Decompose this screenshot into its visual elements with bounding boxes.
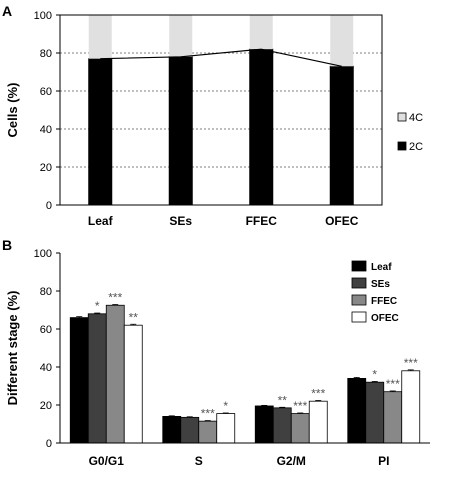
panel-a-xtick-label: OFEC: [325, 214, 359, 228]
panel-b-ytick-label: 100: [34, 248, 52, 260]
panel-b-bar-SEs: [180, 416, 200, 444]
panel-b-bar-OFEC: [401, 370, 421, 444]
panel-b-ytick-label: 0: [46, 438, 52, 450]
panel-b-xtick-label: G2/M: [277, 454, 306, 468]
panel-b-legend-label: OFEC: [371, 313, 399, 324]
panel-b-xtick-label: PI: [378, 454, 389, 468]
panel-a-bar-4C: [249, 15, 273, 50]
panel-b-significance: ***: [293, 399, 307, 413]
panel-b-bar-OFEC: [308, 400, 328, 444]
panel-b-ytick-label: 60: [40, 324, 52, 336]
panel-b-label: B: [2, 237, 12, 253]
panel-b-bar-Leaf: [162, 415, 182, 444]
panel-a-bar-2C: [168, 56, 193, 206]
panel-b-xtick-label: G0/G1: [89, 454, 125, 468]
panel-a-ytick-label: 80: [40, 48, 52, 60]
panel-b-legend-swatch: [351, 311, 367, 323]
panel-b-significance: *: [372, 367, 377, 381]
panel-b-bar-Leaf: [69, 317, 89, 444]
panel-a-bar-2C: [249, 48, 274, 206]
panel-b-legend-label: FFEC: [371, 296, 397, 307]
panel-a-connect-line: [100, 48, 342, 67]
panel-a-bar-4C: [169, 15, 193, 57]
panel-a-ytick-label: 20: [40, 162, 52, 174]
panel-b-bar-Leaf: [347, 377, 367, 444]
panel-a-ylabel: Cells (%): [5, 83, 20, 138]
panel-a-axes-frame: [59, 14, 383, 206]
panel-a-legend-label: 2C: [409, 141, 423, 153]
panel-b-significance: ***: [311, 386, 325, 400]
panel-b-significance: **: [278, 393, 288, 407]
panel-b-significance: ***: [201, 407, 215, 421]
panel-a-ytick-label: 60: [40, 86, 52, 98]
panel-a-legend-label: 4C: [409, 112, 423, 124]
panel-b-xtick-label: S: [195, 454, 203, 468]
panel-b-ytick-label: 20: [40, 400, 52, 412]
panel-b-bar-OFEC: [123, 324, 143, 444]
panel-b-legend-swatch: [351, 260, 367, 272]
panel-a-xtick-label: Leaf: [88, 214, 114, 228]
panel-a-label: A: [2, 3, 12, 19]
panel-b: B******G0/G1****S** ******G2/M*******PI02…: [2, 237, 430, 468]
panel-a-bar-4C: [330, 15, 354, 67]
panel-b-bar-SEs: [365, 381, 385, 444]
panel-b-bar-FFEC: [383, 391, 403, 444]
panel-b-ylabel: Different stage (%): [5, 291, 20, 406]
panel-b-bar-FFEC: [290, 413, 310, 444]
panel-a-ytick-label: 0: [46, 200, 52, 212]
panel-a-xtick-label: SEs: [169, 214, 192, 228]
panel-b-significance: ***: [386, 377, 400, 391]
panel-a: A Leaf SEs FFEC OFEC 0 20 40 60 80 100 Cells (%) 4C 2…: [2, 3, 423, 228]
panel-b-significance: *: [223, 399, 228, 413]
panel-b-legend-swatch: [351, 294, 367, 306]
panel-a-bar-4C: [88, 15, 112, 59]
panel-b-legend-label: Leaf: [371, 262, 392, 273]
panel-b-significance: **: [129, 310, 139, 324]
panel-b-ytick-label: 80: [40, 286, 52, 298]
panel-a-xtick-label: FFEC: [246, 214, 278, 228]
panel-b-bar-SEs: [87, 313, 107, 444]
panel-b-bar-SEs: [272, 407, 292, 444]
panel-b-legend-swatch: [351, 277, 367, 289]
panel-b-ytick-label: 40: [40, 362, 52, 374]
panel-b-bar-Leaf: [254, 405, 274, 444]
panel-a-legend-swatch: [397, 112, 407, 122]
panel-b-bar-FFEC: [105, 304, 125, 444]
panel-a-bar-2C: [329, 65, 354, 206]
panel-b-significance: ***: [108, 290, 122, 304]
panel-b-bar-FFEC: [198, 420, 218, 444]
panel-a-legend-swatch: [397, 141, 407, 151]
panel-b-significance: ***: [404, 356, 418, 370]
panel-a-bar-2C: [88, 58, 113, 206]
panel-a-ytick-label: 100: [34, 10, 52, 22]
panel-b-significance: *: [95, 299, 100, 313]
panel-a-ytick-label: 40: [40, 124, 52, 136]
panel-b-legend-label: SEs: [371, 279, 390, 290]
panel-b-bar-OFEC: [216, 413, 236, 444]
